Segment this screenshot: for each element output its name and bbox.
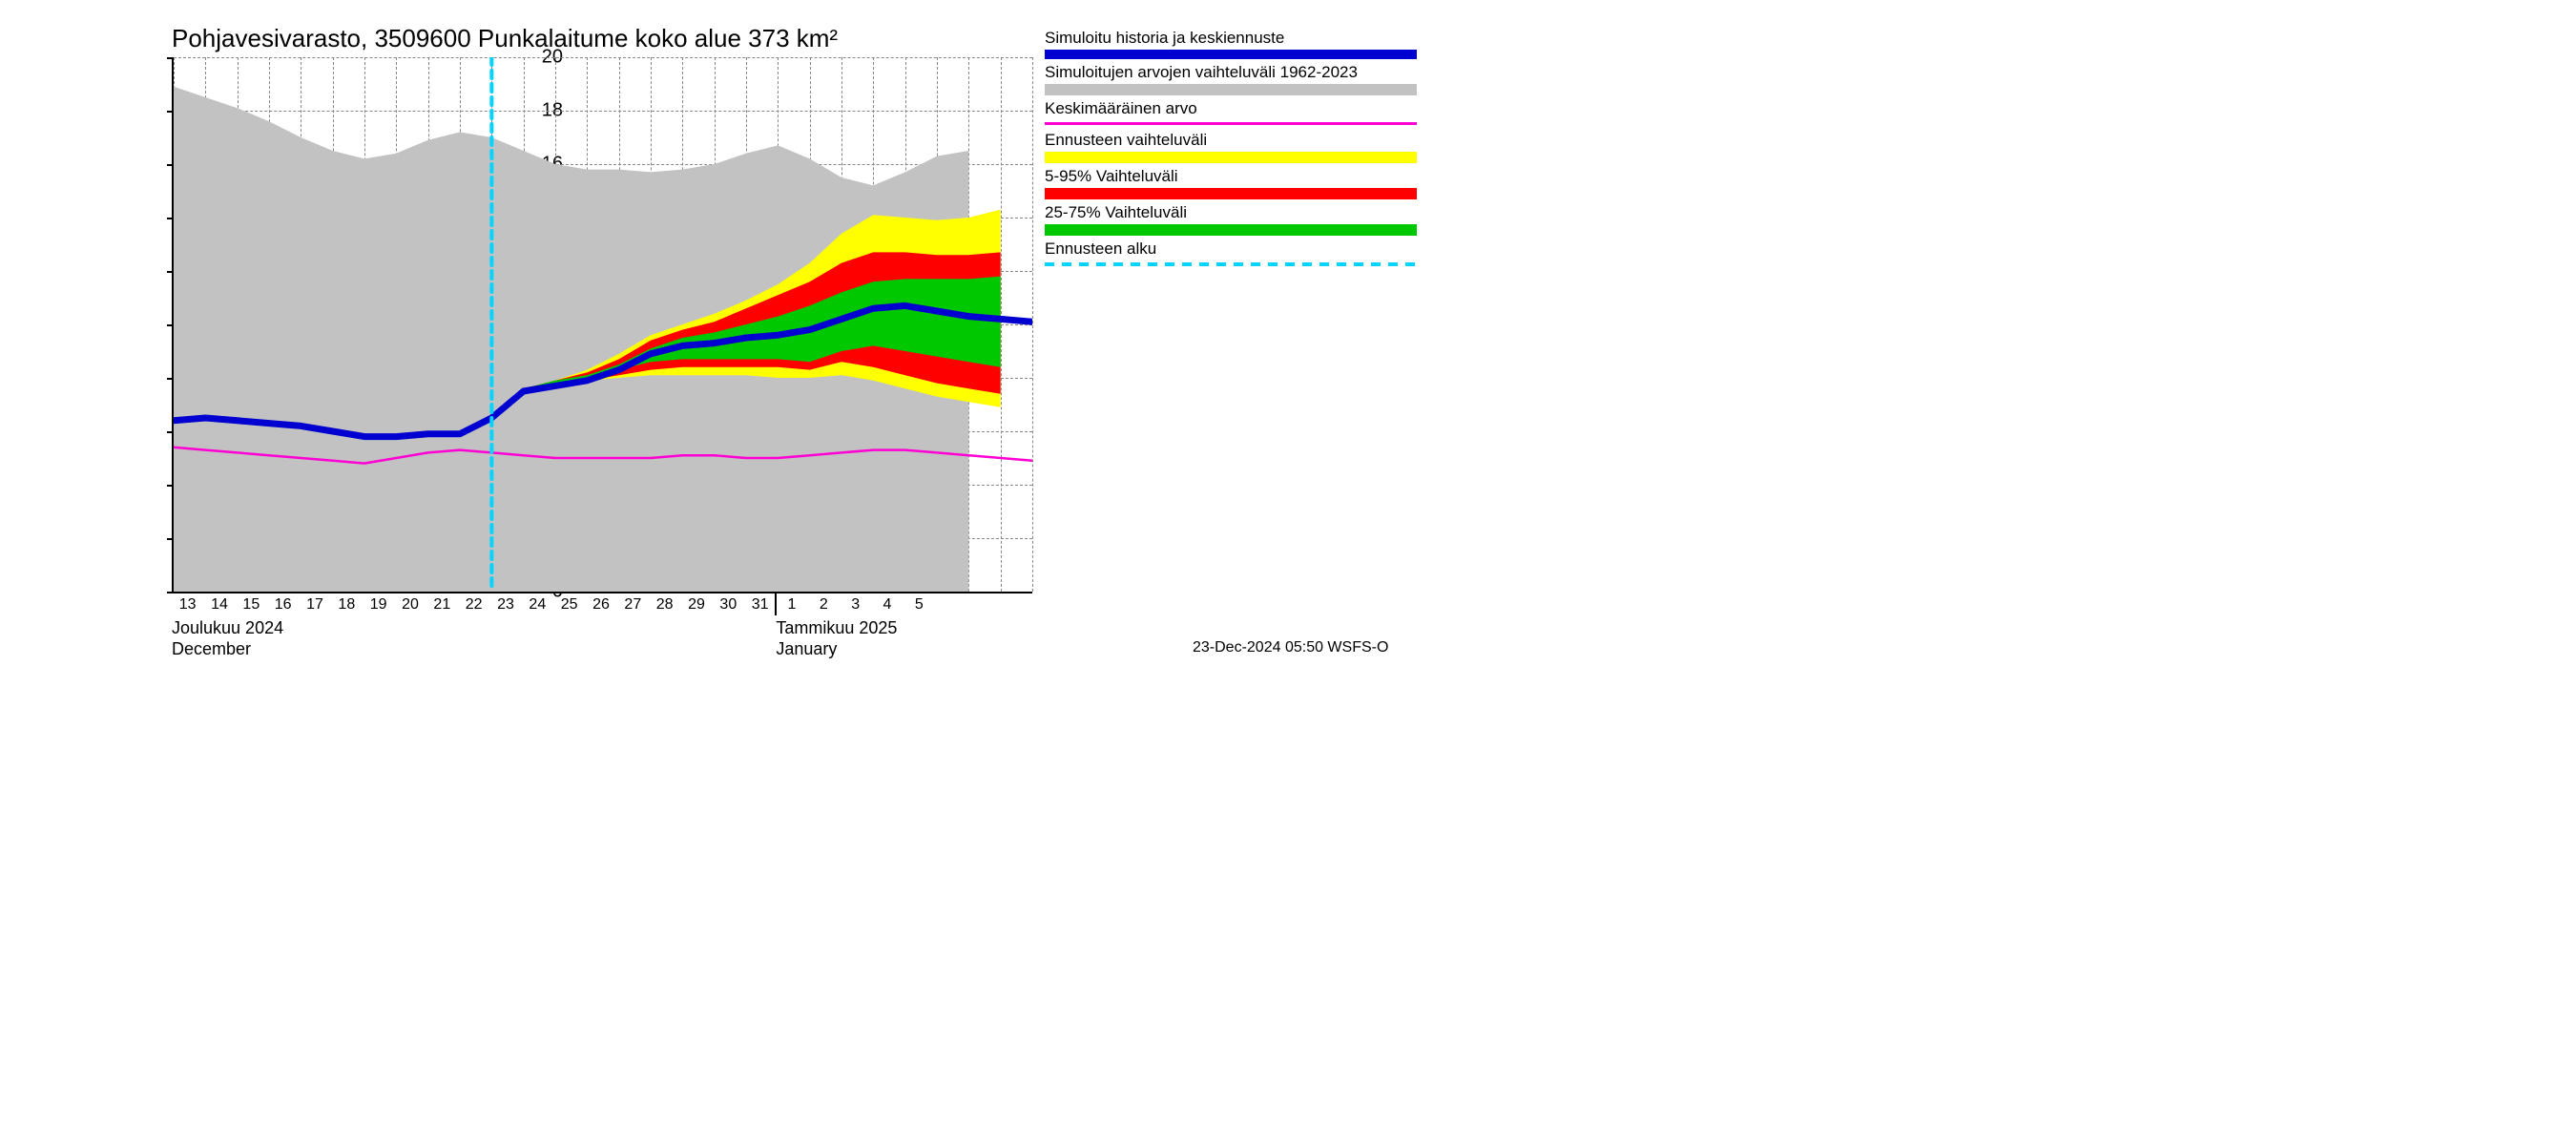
footer-timestamp: 23-Dec-2024 05:50 WSFS-O [1193, 639, 1388, 656]
chart-title: Pohjavesivarasto, 3509600 Punkalaitume k… [172, 24, 838, 53]
legend-item: Ennusteen vaihteluväli [1045, 131, 1417, 163]
x-tick-label: 1 [788, 596, 797, 614]
x-tick-label: 25 [561, 596, 578, 614]
legend-swatch [1045, 84, 1417, 95]
legend-label: Simuloitu historia ja keskiennuste [1045, 29, 1417, 48]
legend-swatch [1045, 50, 1417, 59]
x-tick-label: 31 [752, 596, 769, 614]
legend-swatch [1045, 224, 1417, 236]
x-tick-label: 18 [338, 596, 355, 614]
legend-item: Simuloitu historia ja keskiennuste [1045, 29, 1417, 59]
x-tick-label: 21 [433, 596, 450, 614]
legend-item: Ennusteen alku [1045, 239, 1417, 266]
x-tick-label: 2 [820, 596, 828, 614]
x-tick-label: 3 [851, 596, 860, 614]
legend-swatch [1045, 122, 1417, 125]
x-tick-label: 27 [624, 596, 641, 614]
legend-item: 25-75% Vaihteluväli [1045, 203, 1417, 236]
x-tick-label: 20 [402, 596, 419, 614]
x-tick-label: 13 [179, 596, 197, 614]
legend-label: 25-75% Vaihteluväli [1045, 203, 1417, 222]
x-tick-label: 17 [306, 596, 323, 614]
x-month1-fi: Joulukuu 2024 [172, 618, 283, 638]
x-tick-label: 23 [497, 596, 514, 614]
legend-label: Ennusteen vaihteluväli [1045, 131, 1417, 150]
plot-svg [174, 57, 1032, 592]
legend-label: Ennusteen alku [1045, 239, 1417, 259]
x-tick-label: 5 [915, 596, 924, 614]
month-separator [775, 592, 777, 615]
legend: Simuloitu historia ja keskiennuste Simulo… [1045, 29, 1417, 272]
legend-swatch [1045, 152, 1417, 163]
legend-label: Simuloitujen arvojen vaihteluväli 1962-2… [1045, 63, 1417, 82]
x-tick-label: 22 [466, 596, 483, 614]
legend-item: 5-95% Vaihteluväli [1045, 167, 1417, 199]
x-tick-label: 15 [242, 596, 260, 614]
x-tick-label: 4 [883, 596, 892, 614]
x-month1-en: December [172, 639, 251, 659]
x-month2-en: January [776, 639, 837, 659]
legend-swatch [1045, 262, 1417, 266]
x-month2-fi: Tammikuu 2025 [776, 618, 897, 638]
plot-area [172, 57, 1032, 593]
legend-label: Keskimääräinen arvo [1045, 99, 1417, 118]
x-tick-label: 24 [529, 596, 546, 614]
x-tick-label: 19 [370, 596, 387, 614]
legend-item: Keskimääräinen arvo [1045, 99, 1417, 125]
x-tick-label: 16 [275, 596, 292, 614]
x-tick-label: 29 [688, 596, 705, 614]
chart-container: Pohjavesivarasto / Groundwater storage m… [0, 0, 1431, 668]
x-tick-label: 14 [211, 596, 228, 614]
legend-swatch [1045, 188, 1417, 199]
legend-item: Simuloitujen arvojen vaihteluväli 1962-2… [1045, 63, 1417, 95]
x-tick-label: 28 [656, 596, 674, 614]
x-tick-label: 30 [719, 596, 737, 614]
legend-label: 5-95% Vaihteluväli [1045, 167, 1417, 186]
x-tick-label: 26 [592, 596, 610, 614]
